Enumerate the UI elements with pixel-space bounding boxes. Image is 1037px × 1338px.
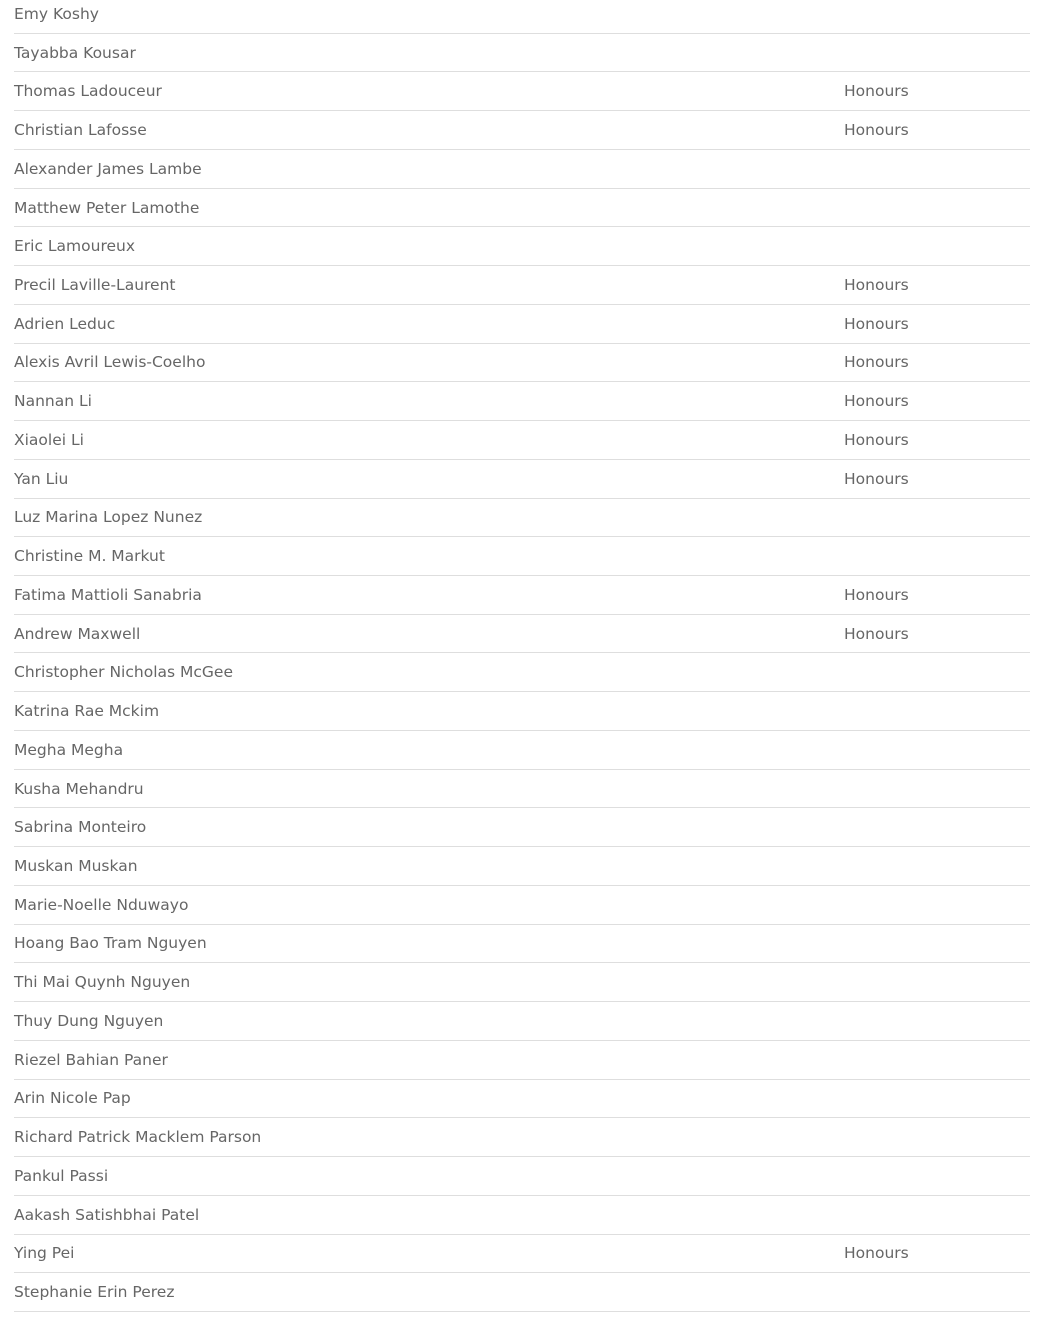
table-row: Katrina Rae Mckim (14, 692, 1030, 731)
table-row: Thi Mai Quynh Nguyen (14, 963, 1030, 1003)
table-row: Andrew Maxwell Honours (14, 615, 1030, 654)
table-row: Thuy Dung Nguyen (14, 1002, 1030, 1041)
graduate-name: Arin Nicole Pap (14, 1089, 131, 1108)
table-row: Marie-Noelle Nduwayo (14, 886, 1030, 925)
graduate-name: Thi Mai Quynh Nguyen (14, 973, 191, 992)
graduate-name: Christopher Nicholas McGee (14, 663, 233, 682)
honours-status: Honours (844, 121, 909, 140)
graduate-name: Eric Lamoureux (14, 237, 136, 256)
table-row: Christopher Nicholas McGee (14, 653, 1030, 693)
table-row: Sabrina Monteiro (14, 808, 1030, 848)
graduate-name: Kusha Mehandru (14, 779, 144, 798)
table-row: Matthew Peter Lamothe (14, 189, 1030, 228)
honours-status: Honours (844, 585, 909, 604)
table-row: Christian Lafosse Honours (14, 111, 1030, 150)
table-row: Arin Nicole Pap (14, 1080, 1030, 1119)
table-row: Riezel Bahian Paner (14, 1041, 1030, 1080)
graduate-name: Alexis Avril Lewis-Coelho (14, 353, 206, 372)
table-row: Pankul Passi (14, 1157, 1030, 1196)
table-row: Kusha Mehandru (14, 770, 1030, 809)
table-row: Xiaolei Li Honours (14, 421, 1030, 460)
graduate-name: Megha Megha (14, 740, 124, 759)
graduate-name: Aakash Satishbhai Patel (14, 1205, 200, 1224)
table-row: Megha Megha (14, 731, 1030, 770)
honours-status: Honours (844, 353, 909, 372)
graduate-name: Matthew Peter Lamothe (14, 198, 200, 217)
graduate-name: Katrina Rae Mckim (14, 702, 160, 721)
graduates-table: Emy Koshy Tayabba Kousar Thomas Ladouceur H… (14, 0, 1030, 1312)
table-row: Yan Liu Honours (14, 460, 1030, 499)
honours-status: Honours (844, 276, 909, 294)
table-row: Adrien Leduc Honours (14, 305, 1030, 344)
table-row: Alexis Avril Lewis-Coelho Honours (14, 344, 1030, 383)
graduate-name: Alexander James Lambe (14, 159, 202, 178)
graduate-name: Emy Koshy (14, 4, 99, 23)
table-row: Fatima Mattioli Sanabria Honours (14, 576, 1030, 615)
graduate-name: Marie-Noelle Nduwayo (14, 895, 189, 914)
graduate-name: Thomas Ladouceur (14, 82, 162, 101)
honours-status: Honours (844, 82, 909, 101)
honours-status: Honours (844, 469, 909, 488)
graduate-name: Adrien Leduc (14, 314, 116, 333)
honours-status: Honours (844, 1244, 909, 1263)
table-row: Alexander James Lambe (14, 150, 1030, 189)
graduate-name: Luz Marina Lopez Nunez (14, 508, 203, 527)
table-row: Richard Patrick Macklem Parson (14, 1118, 1030, 1158)
honours-status: Honours (844, 314, 909, 333)
table-row: Precil Laville-Laurent Honours (14, 266, 1030, 305)
graduate-name: Sabrina Monteiro (14, 818, 147, 837)
table-row: Ying Pei Honours (14, 1235, 1030, 1274)
table-row: Stephanie Erin Perez (14, 1273, 1030, 1312)
table-row: Nannan Li Honours (14, 382, 1030, 422)
graduate-name: Christian Lafosse (14, 121, 147, 140)
graduate-name: Muskan Muskan (14, 857, 138, 876)
table-row: Eric Lamoureux (14, 227, 1030, 267)
honours-status: Honours (844, 430, 909, 449)
honours-status: Honours (844, 392, 909, 411)
table-row: Hoang Bao Tram Nguyen (14, 925, 1030, 964)
table-row: Christine M. Markut (14, 537, 1030, 577)
graduate-name: Fatima Mattioli Sanabria (14, 585, 202, 604)
table-row: Thomas Ladouceur Honours (14, 72, 1030, 112)
graduate-name: Riezel Bahian Paner (14, 1050, 168, 1069)
table-row: Luz Marina Lopez Nunez (14, 499, 1030, 538)
graduate-name: Ying Pei (14, 1244, 75, 1263)
graduate-name: Nannan Li (14, 392, 92, 411)
table-row: Muskan Muskan (14, 847, 1030, 886)
graduate-name: Andrew Maxwell (14, 624, 141, 643)
graduate-name: Tayabba Kousar (14, 43, 136, 62)
graduate-name: Thuy Dung Nguyen (14, 1011, 164, 1030)
honours-status: Honours (844, 624, 909, 643)
graduate-name: Richard Patrick Macklem Parson (14, 1128, 262, 1147)
graduate-name: Hoang Bao Tram Nguyen (14, 934, 207, 953)
graduate-name: Christine M. Markut (14, 547, 165, 566)
graduate-name: Precil Laville-Laurent (14, 276, 176, 294)
graduate-name: Xiaolei Li (14, 430, 84, 449)
table-row: Tayabba Kousar (14, 34, 1030, 73)
graduate-name: Stephanie Erin Perez (14, 1283, 175, 1302)
table-row: Emy Koshy (14, 0, 1030, 34)
table-row: Aakash Satishbhai Patel (14, 1196, 1030, 1235)
graduate-name: Pankul Passi (14, 1166, 109, 1185)
graduate-name: Yan Liu (14, 469, 69, 488)
